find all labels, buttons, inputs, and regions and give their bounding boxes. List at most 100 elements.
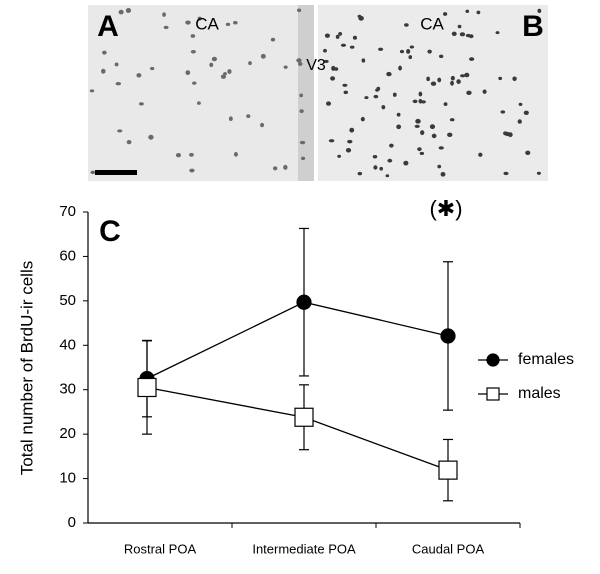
cell <box>139 102 144 106</box>
cell <box>373 94 379 99</box>
series-line <box>146 386 449 471</box>
cell <box>464 72 470 78</box>
cell <box>375 88 379 92</box>
panel-label: B <box>522 10 544 43</box>
cell <box>450 80 454 86</box>
cell <box>331 65 336 71</box>
cell <box>324 33 330 38</box>
cell <box>450 75 455 81</box>
cell <box>211 56 218 62</box>
cell <box>196 101 201 105</box>
cell <box>361 58 366 63</box>
cell <box>118 9 124 15</box>
point <box>137 377 157 398</box>
cell <box>125 7 132 13</box>
cell <box>456 79 461 84</box>
micrograph-b <box>318 5 548 181</box>
region-label: CA <box>420 14 444 33</box>
midline-shadow <box>298 5 314 181</box>
cell <box>115 82 122 86</box>
y-tick-label: 70 <box>59 203 76 220</box>
cell <box>392 92 397 97</box>
cell <box>260 122 265 128</box>
cell <box>478 152 483 157</box>
point <box>438 460 458 480</box>
cell <box>466 90 472 95</box>
point <box>296 294 312 310</box>
y-axis-label: Total number of BrdU-ir cells <box>17 261 36 475</box>
cell <box>323 48 327 53</box>
cell <box>476 10 481 15</box>
cell <box>431 133 437 139</box>
cell <box>189 152 194 157</box>
cell <box>335 34 340 39</box>
cell <box>299 93 304 98</box>
cell <box>349 127 355 133</box>
cell <box>403 160 409 166</box>
cell <box>430 81 437 86</box>
cell <box>498 76 503 81</box>
cell <box>357 171 363 176</box>
cell <box>296 8 302 13</box>
x-tick-label: Caudal POA <box>412 541 485 556</box>
cell <box>220 74 227 79</box>
cell <box>175 152 181 158</box>
cell <box>148 134 154 140</box>
cell <box>190 49 196 54</box>
cell <box>114 62 119 67</box>
cell <box>283 65 288 69</box>
cell <box>246 114 251 118</box>
cell <box>396 112 401 117</box>
cell <box>495 31 500 35</box>
cell-dots <box>89 7 542 178</box>
cell <box>272 166 278 171</box>
cell <box>340 43 347 47</box>
cell <box>440 172 446 177</box>
legend-label: males <box>518 385 561 402</box>
cell <box>162 12 166 17</box>
cell <box>338 32 343 36</box>
cell <box>389 143 394 148</box>
cell <box>185 70 191 76</box>
cell <box>228 116 233 121</box>
y-tick-label: 40 <box>59 336 76 353</box>
cell <box>398 65 402 71</box>
cell <box>192 81 197 85</box>
y-tick-label: 30 <box>59 381 76 398</box>
cell <box>426 76 430 82</box>
micrograph-a <box>88 5 314 181</box>
cell <box>337 154 342 158</box>
cell <box>163 25 169 30</box>
cell <box>270 37 276 42</box>
cell <box>414 124 420 128</box>
scale-bar <box>95 170 137 175</box>
legend-marker <box>486 353 500 367</box>
point <box>440 328 456 344</box>
cell <box>439 54 444 59</box>
cell <box>299 109 304 113</box>
y-tick-label: 0 <box>68 514 76 531</box>
legend-marker <box>486 387 500 401</box>
cell <box>409 45 415 49</box>
cell <box>223 72 227 76</box>
cell <box>503 171 509 176</box>
y-tick-label: 50 <box>59 292 76 309</box>
cell <box>190 34 196 38</box>
cell <box>296 58 302 63</box>
cell <box>404 23 409 27</box>
cell <box>437 164 442 169</box>
cell <box>136 73 142 78</box>
x-tick-label: Intermediate POA <box>252 541 356 556</box>
cell <box>406 49 411 54</box>
cell <box>364 96 369 100</box>
cell <box>283 164 288 170</box>
cell <box>102 50 107 55</box>
cell <box>150 66 155 71</box>
cell <box>379 166 384 171</box>
cell <box>457 24 462 29</box>
panel-label: A <box>97 10 119 43</box>
cell <box>233 20 238 25</box>
cell <box>500 110 506 114</box>
cell <box>459 32 466 37</box>
